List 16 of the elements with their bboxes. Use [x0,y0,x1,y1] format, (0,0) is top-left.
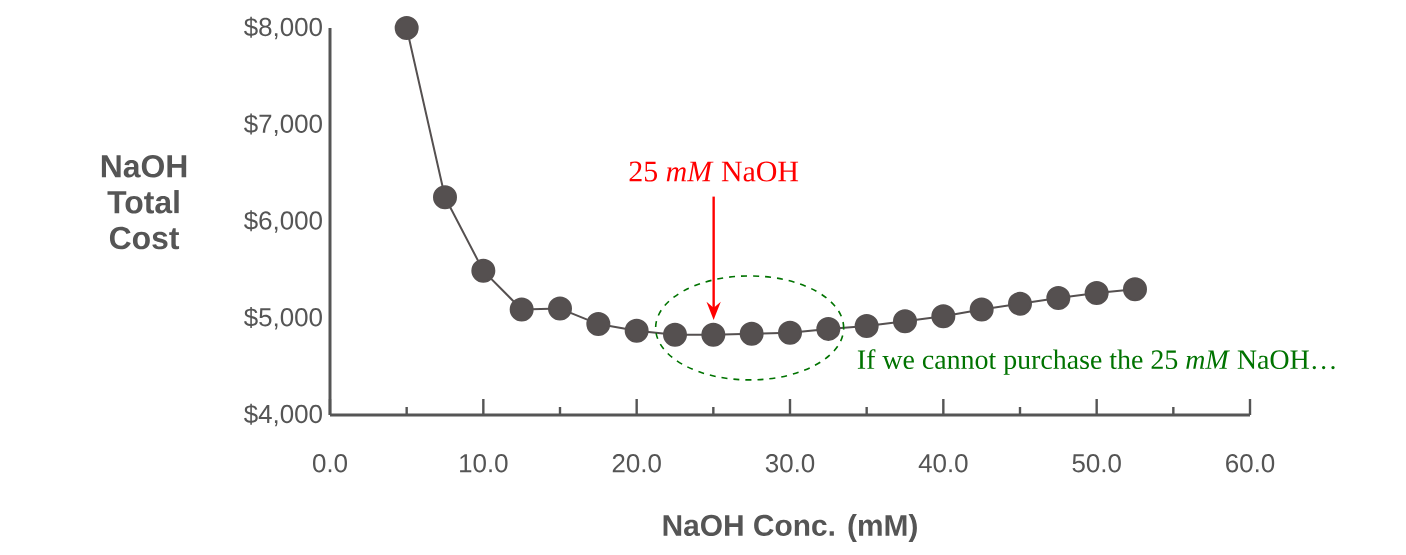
y-tick-label: $6,000 [244,210,322,233]
x-tick-label: 40.0 [918,454,968,473]
y-tick-label: $8,000 [244,16,322,40]
y-tick-label: $5,000 [244,306,322,330]
annotation: 25 mM NaOH [629,161,799,182]
x-tick-label: 20.0 [612,454,661,473]
y-axis-title: NaOH Total Cost [101,155,187,250]
x-axis-title: NaOH Conc. (mM) [663,514,917,542]
x-tick-label: 0.0 [313,454,348,473]
x-tick-label: 60.0 [1226,454,1275,473]
annotation: If we cannot purchase the 25 mM NaOH… [857,349,1335,375]
x-tick-label: 10.0 [460,454,508,473]
y-tick-label: $4,000 [244,403,322,427]
y-tick-label: $7,000 [244,113,322,136]
x-tick-label: 30.0 [765,454,815,473]
x-tick-label: 50.0 [1072,454,1121,473]
